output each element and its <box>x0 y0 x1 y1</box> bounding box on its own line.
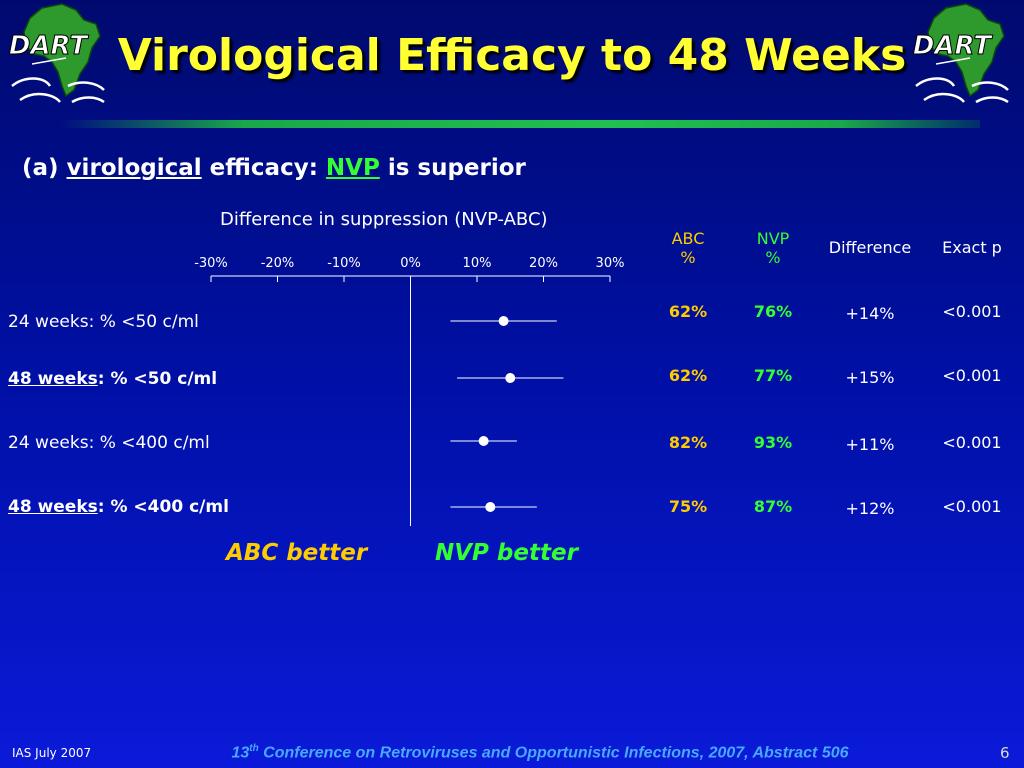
header-exact-p: Exact p <box>942 238 1002 257</box>
row-label-24w-400: 24 weeks: % <400 c/ml <box>8 433 210 453</box>
point-estimate <box>485 502 496 512</box>
header-difference: Difference <box>828 238 912 257</box>
cell-exact-p: <0.001 <box>942 366 1002 385</box>
x-tick-label: -20% <box>261 256 295 271</box>
subheading-virological: virological <box>66 155 202 181</box>
x-tick-label: 20% <box>529 256 558 271</box>
africa-map-icon <box>927 3 1005 98</box>
cell-exact-p: <0.001 <box>942 433 1002 452</box>
cell-abc: 62% <box>668 302 708 321</box>
x-tick-label: -10% <box>327 256 361 271</box>
x-tick-label: 10% <box>463 256 492 271</box>
africa-map-icon <box>23 3 101 98</box>
svg-text:DART: DART <box>913 31 994 61</box>
cell-difference: +14% <box>845 304 895 323</box>
cell-exact-p: <0.001 <box>942 497 1002 516</box>
cell-difference: +12% <box>845 499 895 518</box>
row-label-48w-400: 48 weeks: % <400 c/ml <box>8 497 229 517</box>
dart-logo-left: DART <box>8 3 105 104</box>
cell-abc: 75% <box>668 497 708 516</box>
nvp-better-label: NVP better <box>435 540 578 566</box>
x-tick-label: -30% <box>194 256 228 271</box>
cell-abc: 82% <box>668 433 708 452</box>
cell-nvp: 87% <box>753 497 793 516</box>
chart-title: Difference in suppression (NVP-ABC) <box>220 209 548 230</box>
subheading-mid: efficacy: <box>201 155 326 181</box>
cell-abc: 62% <box>668 366 708 385</box>
cell-exact-p: <0.001 <box>942 302 1002 321</box>
point-estimate <box>498 316 509 326</box>
subheading-nvp: NVP <box>325 155 380 181</box>
x-tick-label: 0% <box>400 256 421 271</box>
x-tick-label: 30% <box>596 256 625 271</box>
footer-citation: 13th Conference on Retroviruses and Oppo… <box>231 743 849 762</box>
cell-nvp: 77% <box>753 366 793 385</box>
cell-nvp: 93% <box>753 433 793 452</box>
cell-difference: +11% <box>845 435 895 454</box>
point-estimate <box>478 436 489 446</box>
subheading-prefix: (a) <box>22 155 67 181</box>
subheading-suffix: is superior <box>379 155 526 181</box>
header-abc: ABC % <box>671 229 705 267</box>
point-estimate <box>505 373 516 383</box>
footer-date: IAS July 2007 <box>12 746 92 760</box>
header-nvp: NVP % <box>756 229 790 267</box>
subheading: (a) virological efficacy: NVP is superio… <box>22 155 526 181</box>
row-label-24w-50: 24 weeks: % <50 c/ml <box>8 312 199 332</box>
row-label-48w-50: 48 weeks: % <50 c/ml <box>8 369 218 389</box>
cell-difference: +15% <box>845 368 895 387</box>
slide-title: Virological Efficacy to 48 Weeks <box>117 30 907 81</box>
dart-logo-right: DART <box>912 3 1009 104</box>
abc-better-label: ABC better <box>226 540 368 566</box>
page-number: 6 <box>1000 744 1010 762</box>
title-divider <box>60 120 980 128</box>
svg-text:DART: DART <box>9 31 90 61</box>
cell-nvp: 76% <box>753 302 793 321</box>
